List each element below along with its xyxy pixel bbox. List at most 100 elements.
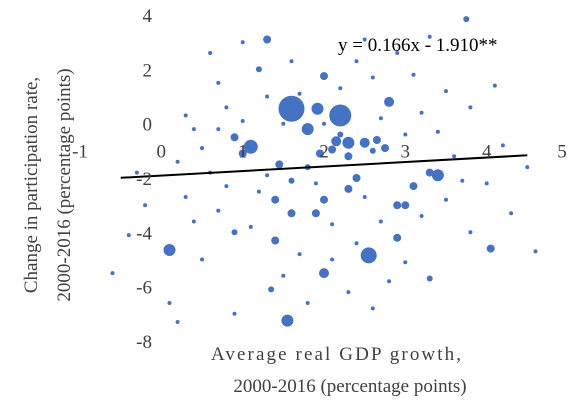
data-point	[362, 195, 367, 199]
data-point	[378, 219, 383, 224]
data-point	[208, 51, 213, 55]
data-point	[126, 233, 131, 238]
data-point	[346, 290, 351, 295]
data-point	[216, 80, 221, 85]
data-point	[435, 129, 440, 134]
y-tick-label: 2	[143, 60, 153, 81]
data-point	[500, 143, 505, 148]
x-tick-label: 2	[319, 142, 329, 163]
data-point	[486, 244, 495, 253]
data-point	[265, 94, 270, 99]
data-point	[297, 91, 302, 96]
data-point	[360, 247, 377, 264]
data-point	[311, 209, 320, 218]
data-point	[533, 249, 538, 254]
data-point	[393, 233, 402, 242]
data-point	[287, 209, 296, 218]
data-point	[468, 105, 473, 110]
data-point	[387, 279, 392, 284]
data-point	[331, 136, 342, 147]
data-point	[403, 260, 408, 265]
data-point	[278, 95, 305, 122]
data-point	[281, 273, 286, 278]
x-axis-title-line2: 2000-2016 (percentage points)	[233, 376, 466, 397]
data-point	[370, 306, 375, 311]
data-point	[444, 89, 448, 94]
y-tick-label: -4	[136, 223, 152, 244]
data-point	[297, 252, 302, 257]
data-point	[301, 123, 314, 136]
data-point	[238, 149, 247, 158]
data-point	[313, 181, 318, 186]
data-point	[444, 197, 448, 202]
data-point	[110, 271, 115, 276]
y-tick-label: 0	[143, 115, 153, 136]
data-point	[401, 201, 410, 210]
data-point	[231, 229, 238, 236]
y-axis-title-line1: Change in participation rate,	[21, 77, 42, 293]
data-point	[216, 127, 221, 132]
data-point	[265, 173, 270, 178]
data-point	[322, 121, 326, 126]
data-point	[492, 83, 497, 88]
data-point	[320, 72, 328, 81]
data-point	[289, 59, 294, 64]
y-tick-label: -8	[136, 332, 152, 353]
data-point	[163, 244, 176, 256]
data-point	[275, 160, 284, 169]
x-tick-label: 5	[557, 142, 567, 163]
data-point	[369, 147, 376, 154]
data-point	[337, 131, 344, 138]
trendline	[120, 154, 528, 179]
x-tick-label: -1	[72, 142, 88, 163]
y-tick-labels: 4 2 0 -2 -4 -6 -8	[136, 6, 152, 353]
x-tick-label: 4	[482, 142, 492, 163]
data-point	[191, 127, 196, 132]
data-point	[395, 51, 400, 55]
data-point	[362, 37, 367, 42]
data-point	[359, 137, 370, 148]
data-point	[255, 66, 262, 73]
data-point	[175, 159, 180, 164]
data-point	[224, 105, 229, 110]
data-point	[468, 230, 473, 235]
data-point	[200, 257, 204, 262]
data-point	[240, 119, 245, 123]
data-point	[216, 208, 221, 213]
x-tick-labels: -1 0 1 2 3 4 5	[72, 142, 567, 163]
data-point	[143, 203, 148, 208]
data-point	[354, 241, 359, 246]
data-point	[183, 195, 188, 199]
y-axis-title-line2: 2000-2016 (percentage points)	[54, 68, 75, 301]
data-point	[329, 104, 352, 127]
data-point	[311, 102, 324, 115]
data-point	[167, 301, 172, 305]
data-point	[268, 286, 275, 293]
data-point	[419, 214, 424, 218]
data-point	[372, 136, 381, 144]
data-point	[319, 268, 329, 279]
data-point	[315, 149, 324, 158]
data-point	[352, 174, 361, 182]
data-point	[342, 136, 355, 149]
data-point	[230, 133, 239, 142]
data-point	[183, 113, 188, 118]
data-point	[509, 211, 514, 216]
data-point	[425, 168, 434, 177]
data-point	[134, 170, 139, 175]
data-point	[330, 257, 335, 262]
x-axis-title-line1: Average real GDP growth,	[211, 344, 461, 365]
data-point	[281, 121, 286, 126]
data-point	[281, 314, 294, 327]
data-point	[431, 169, 444, 182]
data-point	[305, 301, 310, 305]
data-point	[175, 320, 180, 324]
data-point	[403, 132, 408, 137]
data-point	[243, 139, 258, 154]
data-point	[344, 152, 353, 161]
y-tick-label: -6	[136, 278, 152, 299]
y-tick-label: 4	[143, 6, 153, 27]
data-point	[409, 182, 418, 191]
data-point	[426, 275, 433, 282]
